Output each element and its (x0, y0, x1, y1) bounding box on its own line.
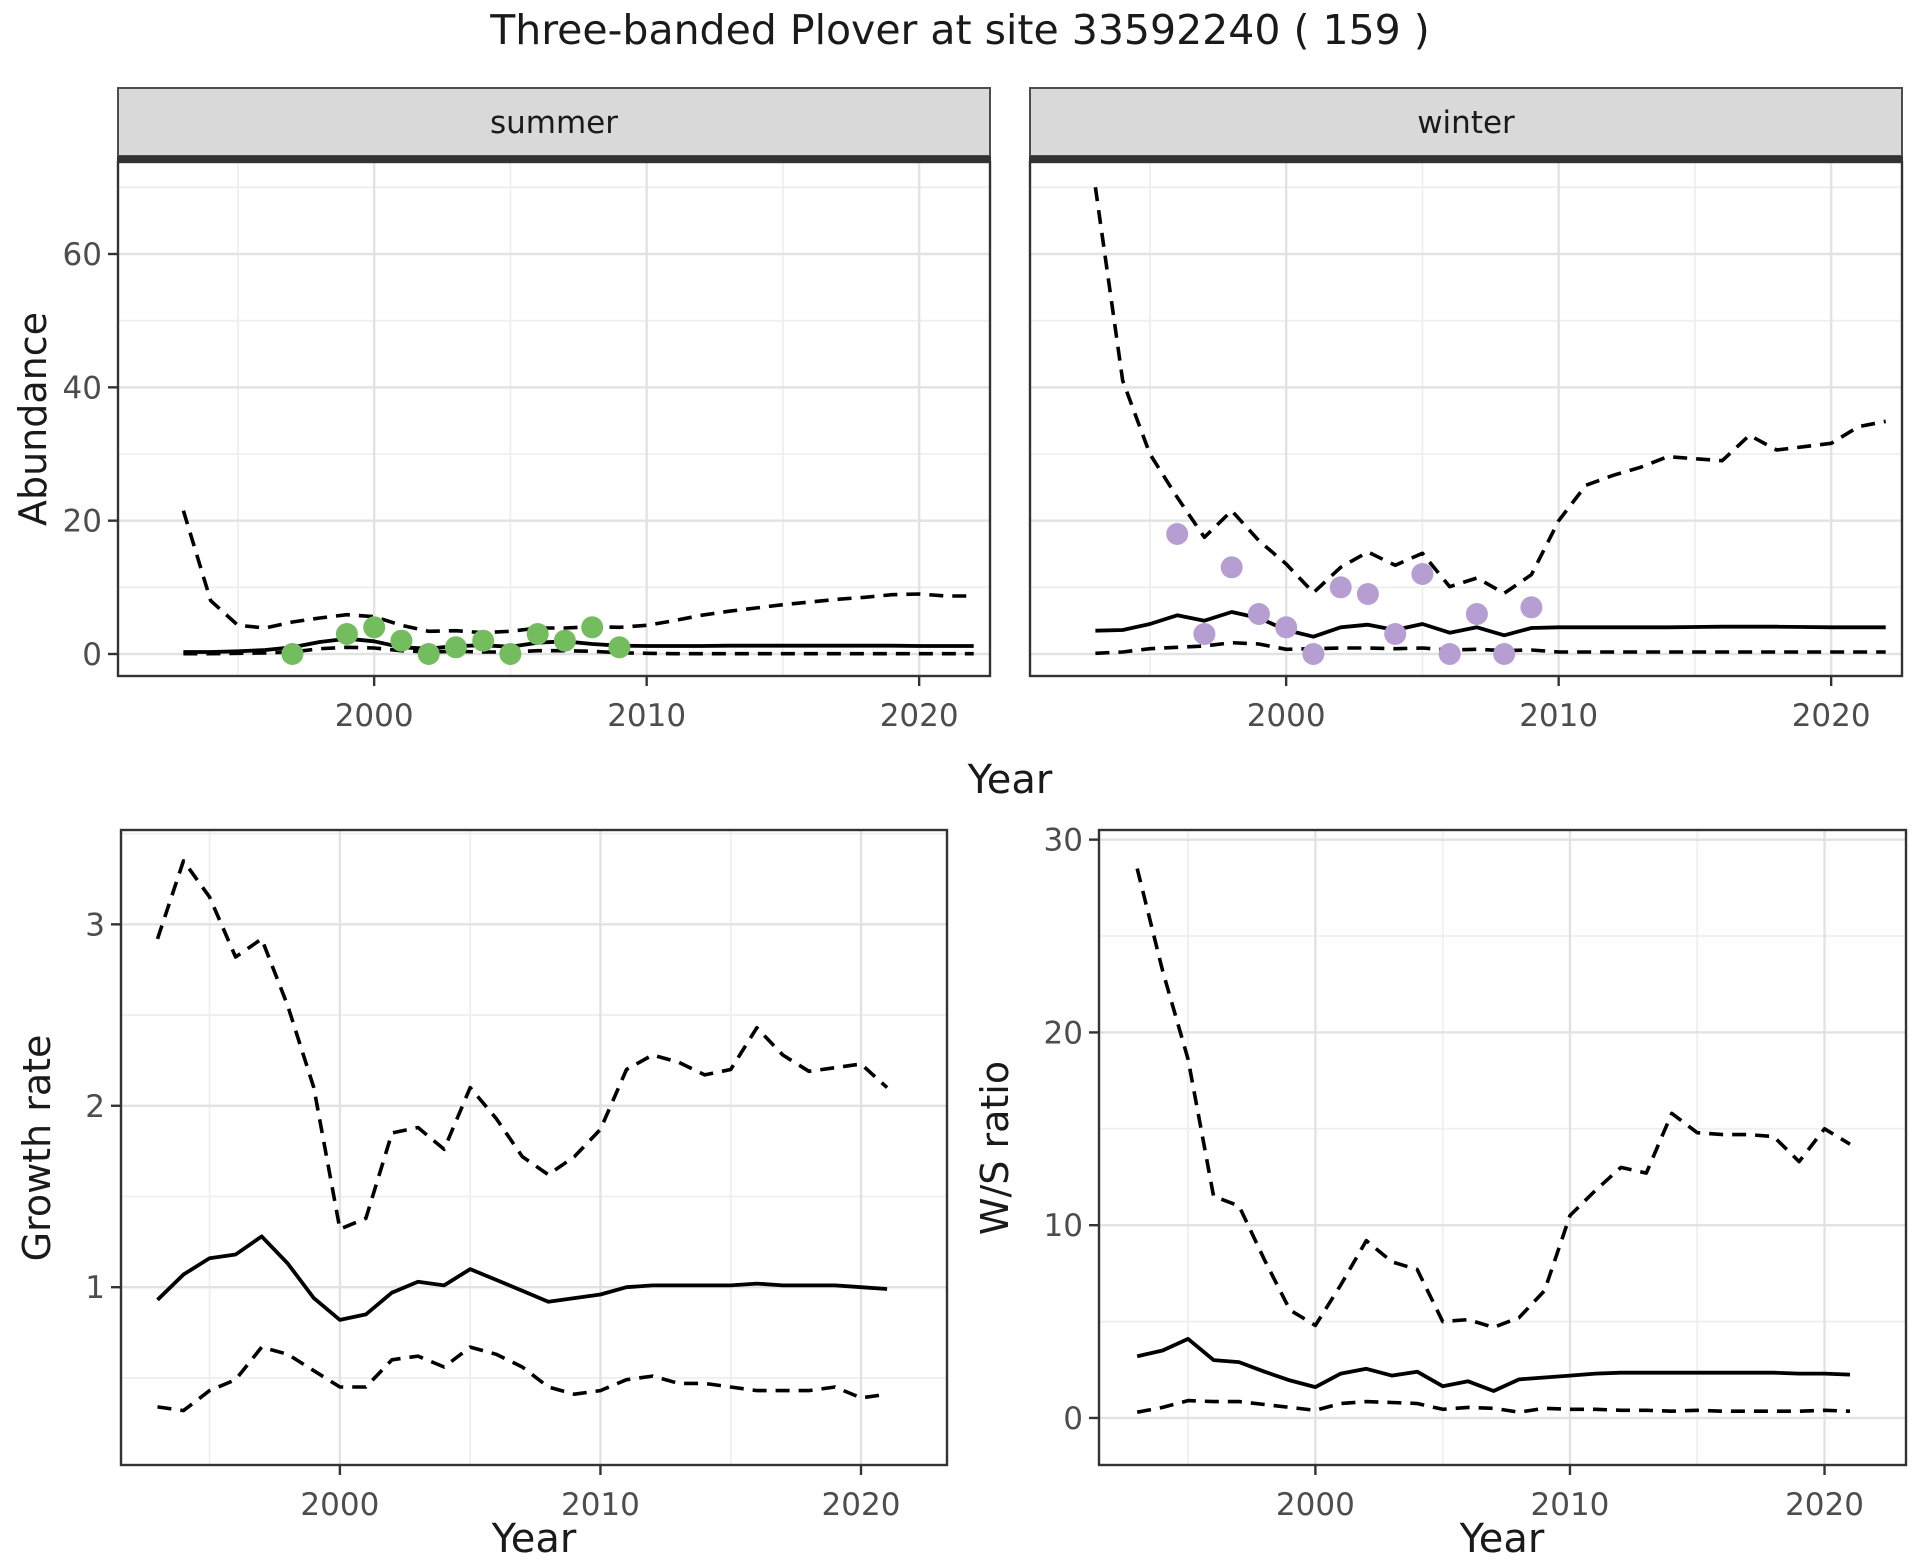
growth-rate-xtick-label: 2010 (561, 1487, 640, 1523)
growth-rate-ytick-label: 1 (85, 1270, 105, 1306)
abundance-winter-obs-point (1411, 563, 1434, 585)
growth-rate-ytick-label: 2 (85, 1089, 105, 1125)
ws-year-axis-title: Year (1459, 1516, 1545, 1560)
abundance-summer-axes: 2000 2010 2020 0 20 40 60 (63, 237, 959, 734)
abundance-winter-observation-points (1166, 523, 1543, 665)
abundance-winter-strip-underline (1029, 156, 1903, 162)
abundance-winter-obs-point (1465, 603, 1488, 625)
growth-rate-lower_95ci-line (157, 1345, 888, 1413)
growth-rate-ytick-label: 3 (85, 907, 105, 943)
abundance-summer-observation-points (281, 616, 631, 665)
top-year-axis-title: Year (967, 757, 1053, 803)
ws-ratio-upper_95ci-line (1135, 868, 1851, 1330)
abundance-summer-ytick-label: 60 (63, 237, 102, 273)
abundance-summer-xtick-label: 2020 (880, 698, 959, 734)
abundance-summer-xtick-label: 2010 (607, 698, 686, 734)
ws-ratio-xtick-label: 2010 (1531, 1487, 1610, 1523)
abundance-summer-ytick-label: 20 (63, 504, 102, 540)
growth-rate-panel-background (121, 830, 947, 1465)
abundance-summer-obs-point (499, 643, 522, 665)
abundance-winter-median-line (1095, 610, 1886, 639)
abundance-summer-obs-point (417, 643, 440, 665)
ws-ratio-axes: 2000 2010 2020 0 10 20 30 (1044, 823, 1864, 1523)
growth-rate-axes: 2000 2010 2020 1 2 3 (85, 907, 900, 1523)
abundance-winter-obs-point (1520, 596, 1543, 619)
chart-title: Three-banded Plover at site 33592240 ( 1… (490, 6, 1430, 54)
abundance-summer-obs-point (581, 616, 604, 639)
abundance-winter-xtick-label: 2020 (1792, 698, 1871, 734)
abundance-winter-upper_95ci-line (1093, 187, 1887, 596)
facet-strip-summer (117, 87, 991, 157)
abundance-axis-title: Abundance (11, 312, 55, 526)
abundance-summer-ytick-label: 40 (63, 370, 102, 406)
abundance-winter-obs-point (1438, 643, 1461, 665)
abundance-winter-obs-point (1247, 603, 1270, 625)
abundance-winter-obs-point (1220, 556, 1243, 579)
abundance-winter-obs-point (1493, 643, 1516, 665)
abundance-summer-obs-point (281, 643, 304, 665)
abundance-winter-axes: 2000 2010 2020 (1247, 676, 1871, 734)
abundance-winter-obs-point (1356, 583, 1379, 605)
abundance-winter-obs-point (1193, 623, 1216, 645)
ws-ratio-ytick-label: 30 (1044, 823, 1083, 859)
abundance-winter-obs-point (1275, 616, 1298, 639)
ws-ratio-ytick-label: 0 (1063, 1401, 1083, 1437)
ws-ratio-panel: 2000 2010 2020 0 10 20 30 (1044, 823, 1908, 1523)
growth-rate-xtick-label: 2020 (822, 1487, 901, 1523)
growth-rate-xtick-label: 2000 (300, 1487, 379, 1523)
abundance-summer-xtick-label: 2000 (335, 698, 414, 734)
abundance-winter-gridlines (1030, 162, 1902, 676)
growth-rate-panel: 2000 2010 2020 1 2 3 (85, 828, 949, 1523)
abundance-winter-panel-background (1030, 162, 1902, 676)
abundance-winter-obs-point (1166, 523, 1189, 545)
abundance-winter-panel: winter 2000 2010 2020 (1028, 87, 1904, 734)
abundance-winter-panel-border (1028, 160, 1904, 678)
growth-rate-median-line (156, 1234, 888, 1322)
abundance-summer-gridlines (118, 162, 990, 676)
abundance-summer-panel: summer 2000 2010 2020 0 20 40 60 (63, 87, 992, 734)
abundance-summer-obs-point (472, 629, 495, 652)
abundance-summer-lower_95ci-line (183, 645, 974, 656)
ws-ratio-xtick-label: 2020 (1785, 1487, 1864, 1523)
facet-strip-winter (1029, 87, 1903, 157)
abundance-summer-obs-point (390, 629, 413, 652)
ws-ratio-lower_95ci-line (1136, 1398, 1851, 1414)
abundance-winter-lower_95ci-line (1095, 640, 1886, 656)
abundance-summer-obs-point (444, 636, 467, 659)
facet-label-summer: summer (490, 105, 618, 141)
abundance-summer-obs-point (335, 623, 358, 645)
growth-year-axis-title: Year (491, 1516, 577, 1560)
ws-ratio-gridlines (1099, 830, 1906, 1465)
abundance-summer-median-line (183, 636, 974, 654)
abundance-summer-obs-point (363, 616, 386, 639)
growth-rate-upper_95ci-line (155, 859, 889, 1231)
abundance-winter-xtick-label: 2000 (1247, 698, 1326, 734)
facet-label-winter: winter (1417, 105, 1515, 141)
abundance-winter-obs-point (1384, 623, 1407, 645)
ws-ratio-xtick-label: 2000 (1276, 1487, 1355, 1523)
abundance-winter-obs-point (1302, 643, 1325, 665)
abundance-winter-obs-point (1329, 576, 1352, 599)
ws-ratio-panel-border (1097, 828, 1908, 1467)
abundance-summer-panel-background (118, 162, 990, 676)
abundance-winter-xtick-label: 2010 (1519, 698, 1598, 734)
growth-rate-gridlines (121, 830, 947, 1465)
abundance-summer-obs-point (608, 636, 631, 659)
abundance-summer-obs-point (526, 623, 549, 645)
ws-ratio-axis-title: W/S ratio (973, 1061, 1017, 1235)
abundance-summer-ytick-label: 0 (82, 637, 102, 673)
abundance-summer-upper_95ci-line (181, 510, 974, 635)
abundance-summer-strip-underline (117, 156, 991, 162)
ws-ratio-ytick-label: 20 (1044, 1015, 1083, 1051)
abundance-summer-panel-border (116, 160, 992, 678)
growth-rate-panel-border (119, 828, 949, 1467)
ws-ratio-ytick-label: 10 (1044, 1208, 1083, 1244)
growth-rate-axis-title: Growth rate (15, 1035, 59, 1262)
abundance-summer-obs-point (553, 629, 576, 652)
ws-ratio-median-line (1136, 1337, 1851, 1393)
